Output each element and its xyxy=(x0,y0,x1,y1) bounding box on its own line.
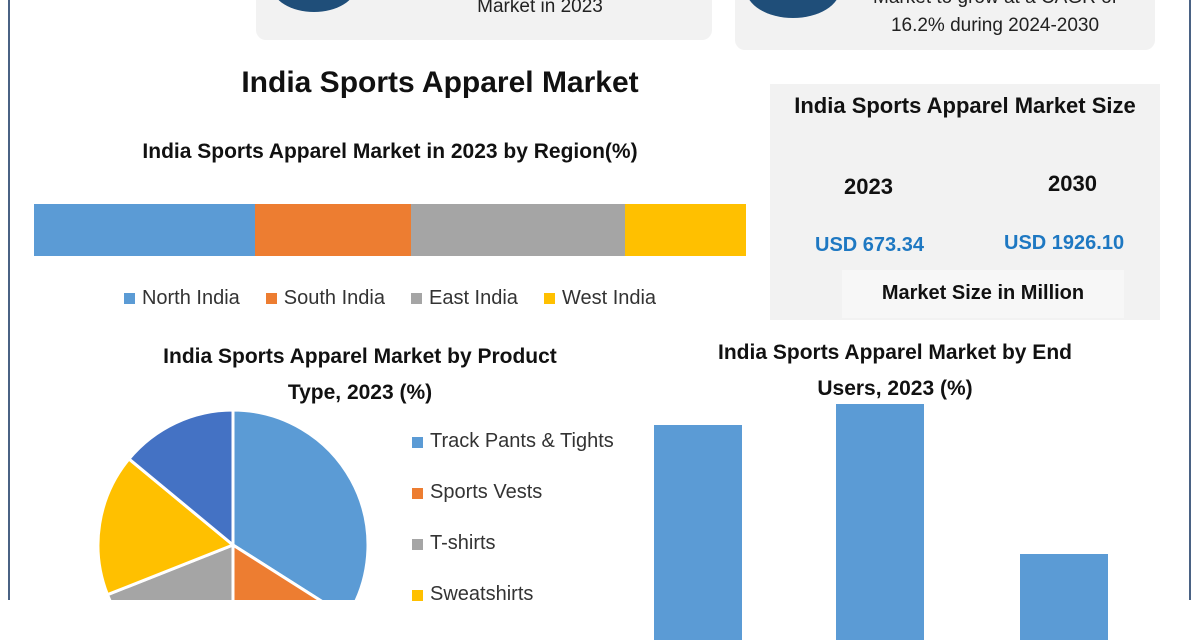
legend-item: South India xyxy=(265,287,385,310)
frame-border-left xyxy=(8,0,10,600)
region-stacked-bar xyxy=(34,204,746,256)
stat-text-market-2023: Market in 2023 xyxy=(477,0,603,17)
product-chart-title-line1: India Sports Apparel Market by Product xyxy=(163,345,557,368)
region-bar-segment xyxy=(254,204,412,256)
frame-border-right xyxy=(1189,0,1191,600)
enduser-bar xyxy=(1020,554,1108,640)
legend-label: Sweatshirts xyxy=(430,583,534,605)
value-2030: USD 1926.10 xyxy=(1004,232,1125,254)
legend-swatch xyxy=(410,293,422,304)
region-bar-segment xyxy=(411,204,625,256)
market-size-unit: Market Size in Million xyxy=(842,270,1124,318)
stat-text-cagr-line2: 16.2% during 2024-2030 xyxy=(890,15,1100,36)
region-bar-segment xyxy=(624,204,746,256)
legend-item: Sports Vests xyxy=(412,481,614,532)
product-chart-title-line2: Type, 2023 (%) xyxy=(287,381,433,404)
product-pie-chart xyxy=(96,408,370,600)
market-size-title: India Sports Apparel Market Size xyxy=(794,93,1136,118)
stat-circle-icon xyxy=(746,0,840,18)
region-bar-segment xyxy=(34,204,255,256)
pie-slice xyxy=(231,542,323,600)
region-legend: North India South India East India West Ind… xyxy=(34,287,746,310)
legend-swatch xyxy=(543,293,555,304)
pie-slice xyxy=(231,408,370,600)
stat-text-cagr-line1: Market to grow at a CAGR of xyxy=(850,0,1140,10)
legend-label: West India xyxy=(561,287,657,309)
region-chart-title: India Sports Apparel Market in 2023 by R… xyxy=(142,140,638,163)
legend-item: East India xyxy=(410,287,518,310)
legend-item: West India xyxy=(543,287,657,310)
legend-item: Track Pants & Tights xyxy=(412,430,614,481)
enduser-bar xyxy=(654,425,742,640)
legend-label: Track Pants & Tights xyxy=(430,430,614,452)
legend-swatch xyxy=(412,590,423,601)
legend-label: East India xyxy=(428,287,518,309)
legend-item: T-shirts xyxy=(412,532,614,583)
legend-swatch xyxy=(265,293,277,304)
enduser-bar xyxy=(836,404,924,640)
legend-label: South India xyxy=(283,287,385,309)
pie-slice xyxy=(126,408,235,549)
legend-label: T-shirts xyxy=(430,532,496,554)
product-legend: Track Pants & Tights Sports Vests T-shirts… xyxy=(412,430,614,634)
year-2023: 2023 xyxy=(844,174,893,199)
legend-label: Sports Vests xyxy=(430,481,543,503)
pie-slice xyxy=(96,456,236,597)
legend-item: North India xyxy=(123,287,240,310)
legend-swatch xyxy=(412,437,423,448)
main-title: India Sports Apparel Market xyxy=(241,66,639,99)
legend-swatch xyxy=(412,488,423,499)
enduser-chart-title-line2: Users, 2023 (%) xyxy=(817,377,973,400)
legend-swatch xyxy=(123,293,135,304)
legend-swatch xyxy=(412,539,423,550)
legend-label: North India xyxy=(141,287,240,309)
enduser-chart-title-line1: India Sports Apparel Market by End xyxy=(718,341,1072,364)
value-2023: USD 673.34 xyxy=(815,234,924,256)
legend-item: Sweatshirts xyxy=(412,583,614,634)
year-2030: 2030 xyxy=(1048,171,1097,196)
